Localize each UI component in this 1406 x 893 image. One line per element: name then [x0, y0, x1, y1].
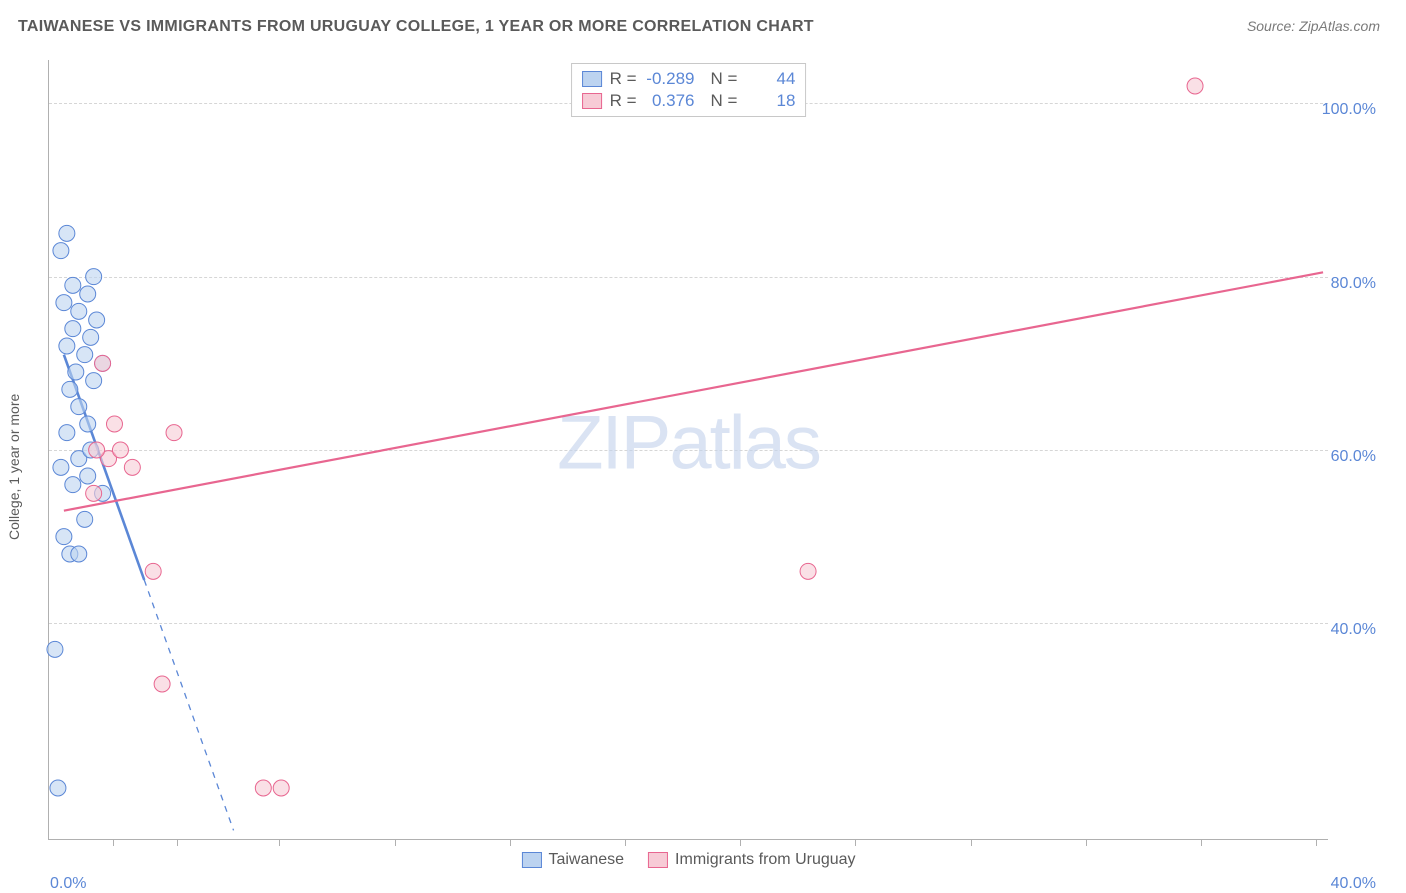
- n-label: N =: [711, 91, 738, 111]
- data-point: [59, 425, 75, 441]
- data-point: [71, 546, 87, 562]
- x-tick: [740, 839, 741, 846]
- data-point: [65, 277, 81, 293]
- data-point: [53, 459, 69, 475]
- legend-item: Taiwanese: [521, 851, 624, 869]
- data-point: [124, 459, 140, 475]
- data-point: [255, 780, 271, 796]
- data-point: [65, 477, 81, 493]
- x-tick: [1201, 839, 1202, 846]
- y-tick-label: 60.0%: [1296, 448, 1376, 466]
- chart-title: TAIWANESE VS IMMIGRANTS FROM URUGUAY COL…: [18, 18, 814, 36]
- data-point: [59, 225, 75, 241]
- data-point: [50, 780, 66, 796]
- data-point: [95, 355, 111, 371]
- data-point: [65, 321, 81, 337]
- x-tick: [113, 839, 114, 846]
- r-value: 0.376: [643, 91, 695, 111]
- y-tick-label: 80.0%: [1296, 275, 1376, 293]
- data-point: [47, 641, 63, 657]
- plot-area: ZIPatlas R = -0.289 N = 44 R = 0.376 N =…: [48, 60, 1328, 840]
- legend-series: Taiwanese Immigrants from Uruguay: [521, 851, 855, 869]
- data-point: [86, 373, 102, 389]
- data-point: [71, 399, 87, 415]
- x-tick: [971, 839, 972, 846]
- x-tick: [855, 839, 856, 846]
- x-tick: [177, 839, 178, 846]
- data-point: [83, 329, 99, 345]
- swatch-pink-icon: [582, 93, 602, 109]
- legend-label: Immigrants from Uruguay: [675, 851, 856, 869]
- data-point: [71, 303, 87, 319]
- data-point: [112, 442, 128, 458]
- data-point: [89, 312, 105, 328]
- x-tick-max: 40.0%: [1331, 875, 1376, 893]
- x-tick: [510, 839, 511, 846]
- x-tick: [395, 839, 396, 846]
- r-label: R =: [610, 91, 637, 111]
- data-point: [80, 468, 96, 484]
- data-point: [106, 416, 122, 432]
- y-axis-label: College, 1 year or more: [6, 394, 22, 540]
- swatch-blue-icon: [521, 852, 541, 868]
- data-point: [56, 529, 72, 545]
- r-value: -0.289: [643, 69, 695, 89]
- source-label: Source: ZipAtlas.com: [1247, 18, 1380, 34]
- legend-stats: R = -0.289 N = 44 R = 0.376 N = 18: [571, 63, 807, 117]
- x-tick-min: 0.0%: [50, 875, 86, 893]
- data-point: [59, 338, 75, 354]
- data-point: [154, 676, 170, 692]
- data-point: [86, 269, 102, 285]
- trend-line: [64, 272, 1323, 510]
- data-point: [68, 364, 84, 380]
- swatch-pink-icon: [648, 852, 668, 868]
- n-value: 18: [743, 91, 795, 111]
- legend-label: Taiwanese: [548, 851, 624, 869]
- data-point: [53, 243, 69, 259]
- data-point: [56, 295, 72, 311]
- scatter-plot-svg: [49, 60, 1328, 839]
- legend-item: Immigrants from Uruguay: [648, 851, 856, 869]
- y-tick-label: 100.0%: [1296, 101, 1376, 119]
- data-point: [89, 442, 105, 458]
- x-tick: [1316, 839, 1317, 846]
- x-tick: [625, 839, 626, 846]
- data-point: [80, 286, 96, 302]
- data-point: [77, 511, 93, 527]
- data-point: [1187, 78, 1203, 94]
- legend-stats-row: R = 0.376 N = 18: [582, 90, 796, 112]
- n-label: N =: [711, 69, 738, 89]
- data-point: [86, 485, 102, 501]
- legend-stats-row: R = -0.289 N = 44: [582, 68, 796, 90]
- data-point: [145, 563, 161, 579]
- data-point: [77, 347, 93, 363]
- data-point: [800, 563, 816, 579]
- y-tick-label: 40.0%: [1296, 621, 1376, 639]
- swatch-blue-icon: [582, 71, 602, 87]
- data-point: [273, 780, 289, 796]
- data-point: [62, 381, 78, 397]
- data-point: [80, 416, 96, 432]
- data-point: [166, 425, 182, 441]
- x-tick: [279, 839, 280, 846]
- r-label: R =: [610, 69, 637, 89]
- trend-line-extrapolated: [144, 580, 233, 830]
- n-value: 44: [743, 69, 795, 89]
- x-tick: [1086, 839, 1087, 846]
